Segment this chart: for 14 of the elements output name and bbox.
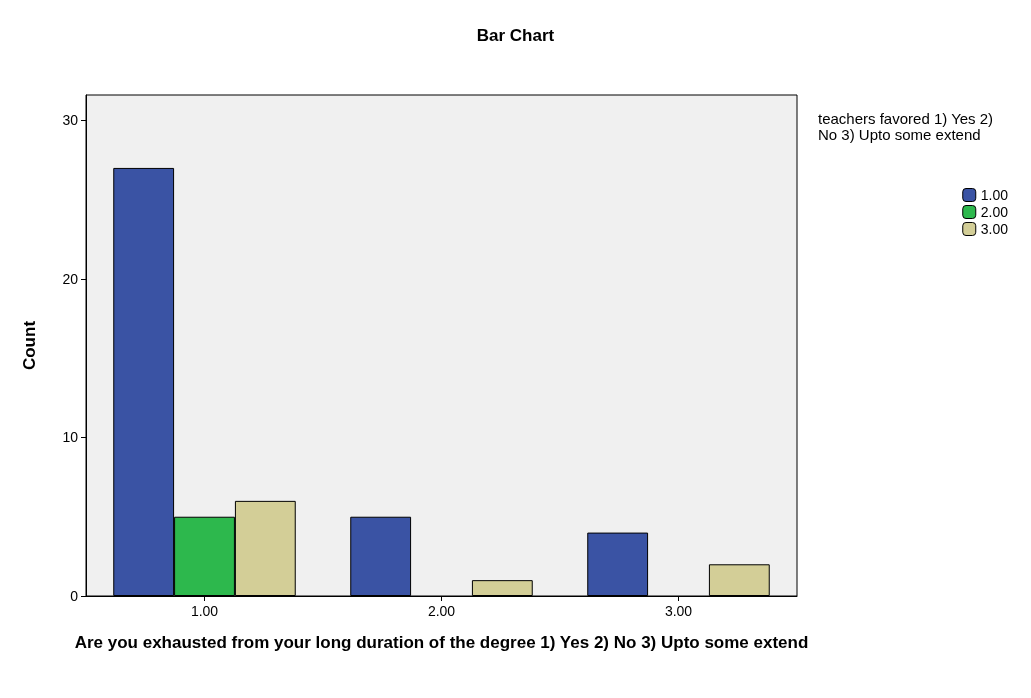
x-tick-label: 3.00: [664, 603, 693, 619]
y-tick-label: 20: [62, 270, 79, 287]
legend-title: teachers favored 1) Yes 2) No 3) Upto some extend: [818, 109, 998, 143]
x-tick-label: 2.00: [427, 603, 456, 619]
legend-label: 3.00: [980, 221, 1009, 237]
x-axis-title: Are you exhausted from your long duration of the degree 1) Yes 2) No 3) Upto some extend: [74, 633, 809, 652]
y-tick-label: 30: [62, 112, 79, 129]
x-tick-label: 1.00: [190, 603, 219, 619]
chart-title: Bar Chart: [476, 26, 555, 45]
y-tick-label: 0: [70, 588, 79, 604]
legend-label: 1.00: [980, 187, 1009, 203]
y-axis-title: Count: [20, 320, 39, 371]
y-tick-label: 10: [62, 429, 79, 446]
legend-label: 2.00: [980, 204, 1009, 220]
